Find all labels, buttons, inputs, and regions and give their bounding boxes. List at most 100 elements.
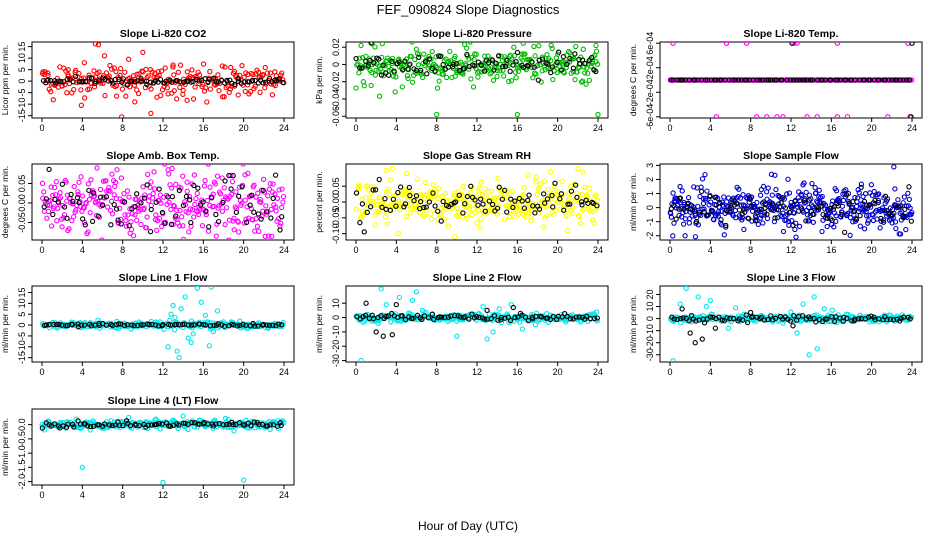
data-point	[222, 222, 228, 228]
data-point	[272, 191, 278, 197]
data-point	[693, 318, 699, 324]
data-point	[429, 311, 436, 317]
data-point	[114, 82, 120, 89]
y-tick-label: -0.02	[331, 71, 341, 92]
data-point	[182, 294, 188, 300]
data-point	[810, 219, 816, 225]
x-tick-label: 16	[512, 123, 522, 133]
data-point	[422, 179, 428, 186]
data-point	[80, 193, 86, 199]
data-point	[407, 61, 413, 67]
data-point	[270, 181, 276, 187]
data-point	[86, 86, 93, 92]
data-point	[807, 77, 813, 83]
data-point	[442, 190, 449, 197]
data-point	[434, 111, 440, 118]
data-point	[902, 206, 908, 213]
y-tick-label: 3	[645, 163, 655, 168]
data-point	[146, 198, 152, 204]
data-point	[470, 84, 477, 90]
data-point	[754, 199, 760, 206]
data-point	[677, 77, 683, 83]
data-point	[386, 191, 392, 197]
x-tick-label: 12	[786, 367, 796, 377]
data-point	[87, 423, 94, 430]
data-point	[701, 320, 708, 326]
data-point	[278, 422, 284, 429]
data-point	[279, 186, 285, 192]
data-point	[132, 99, 138, 105]
data-point	[545, 186, 551, 193]
data-layer	[353, 42, 601, 118]
data-point	[383, 167, 389, 173]
data-point	[468, 189, 474, 196]
data-point	[156, 186, 162, 192]
data-point	[206, 224, 212, 230]
data-point	[673, 216, 679, 222]
data-point	[472, 210, 478, 216]
data-point	[55, 78, 61, 84]
data-point	[182, 420, 188, 426]
data-point	[95, 42, 102, 48]
data-point	[190, 331, 196, 337]
data-point	[226, 323, 232, 329]
data-point	[593, 48, 600, 54]
x-tick-label: 20	[239, 490, 249, 500]
data-point	[472, 197, 478, 203]
data-point	[403, 170, 410, 177]
y-tick-label: 0	[331, 62, 341, 67]
x-tick-label: 24	[907, 245, 917, 255]
data-point	[280, 193, 287, 200]
data-point	[903, 226, 909, 233]
data-point	[535, 77, 541, 83]
data-point	[208, 286, 215, 290]
y-tick-label: -0.05	[17, 212, 27, 233]
data-point	[810, 211, 816, 217]
data-point	[74, 194, 81, 201]
data-point	[897, 231, 904, 237]
data-point	[824, 215, 831, 221]
data-point	[105, 78, 111, 84]
data-point	[813, 319, 819, 325]
data-point	[759, 212, 765, 219]
data-point	[135, 322, 141, 329]
data-point	[129, 211, 136, 217]
data-point	[393, 301, 399, 308]
data-point	[159, 322, 165, 329]
data-point	[131, 82, 138, 88]
data-point	[203, 85, 209, 91]
x-tick-label: 16	[826, 245, 836, 255]
data-point	[414, 176, 421, 182]
panel-5: Slope Gas Stream RH percent per min. 0 4 8 12…	[314, 150, 609, 255]
data-point	[459, 191, 465, 198]
data-point	[520, 42, 526, 46]
data-point	[806, 352, 812, 358]
data-point	[736, 207, 743, 213]
panel-title: Slope Line 4 (LT) Flow	[108, 395, 219, 407]
x-tick-label: 20	[239, 123, 249, 133]
data-point	[492, 206, 498, 212]
data-point	[515, 314, 521, 320]
data-point	[898, 203, 904, 209]
data-point	[876, 77, 882, 83]
data-point	[359, 65, 365, 71]
data-point	[200, 199, 206, 205]
data-point	[475, 188, 481, 194]
data-point	[735, 77, 742, 83]
data-point	[525, 197, 531, 203]
data-point	[219, 175, 225, 181]
data-point	[760, 183, 767, 190]
data-point	[95, 317, 101, 323]
y-axis-label: Licor ppm per min.	[0, 45, 10, 115]
data-point	[677, 195, 683, 201]
data-point	[593, 309, 600, 315]
data-point	[70, 198, 76, 205]
data-point	[574, 69, 580, 75]
data-point	[230, 421, 236, 428]
data-point	[723, 222, 729, 229]
data-point	[460, 183, 466, 190]
data-point	[440, 71, 446, 77]
data-point	[500, 63, 506, 70]
y-tick-label: 15	[17, 42, 27, 52]
data-point	[109, 422, 115, 429]
